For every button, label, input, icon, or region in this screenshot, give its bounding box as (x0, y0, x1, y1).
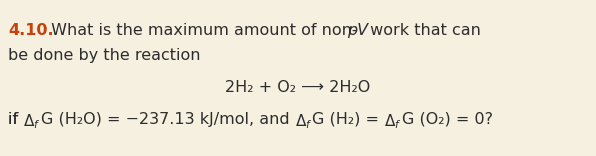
Text: $\Delta_f$: $\Delta_f$ (294, 112, 312, 131)
Text: 4.10.: 4.10. (8, 23, 54, 38)
Text: 2H₂ + O₂ ⟶ 2H₂O: 2H₂ + O₂ ⟶ 2H₂O (225, 80, 371, 95)
Text: G (H₂O) = −237.13 kJ/mol, and: G (H₂O) = −237.13 kJ/mol, and (41, 112, 294, 127)
Text: What is the maximum amount of non-: What is the maximum amount of non- (46, 23, 358, 38)
Text: if: if (8, 112, 23, 127)
Text: G (O₂) = 0?: G (O₂) = 0? (402, 112, 493, 127)
Text: $\Delta_f$: $\Delta_f$ (384, 112, 402, 131)
Text: G (H₂) =: G (H₂) = (312, 112, 384, 127)
Text: if: if (8, 112, 23, 127)
Text: $\Delta_f$: $\Delta_f$ (23, 112, 41, 131)
Text: pV: pV (347, 23, 368, 38)
Text: be done by the reaction: be done by the reaction (8, 48, 200, 63)
Text: work that can: work that can (365, 23, 481, 38)
